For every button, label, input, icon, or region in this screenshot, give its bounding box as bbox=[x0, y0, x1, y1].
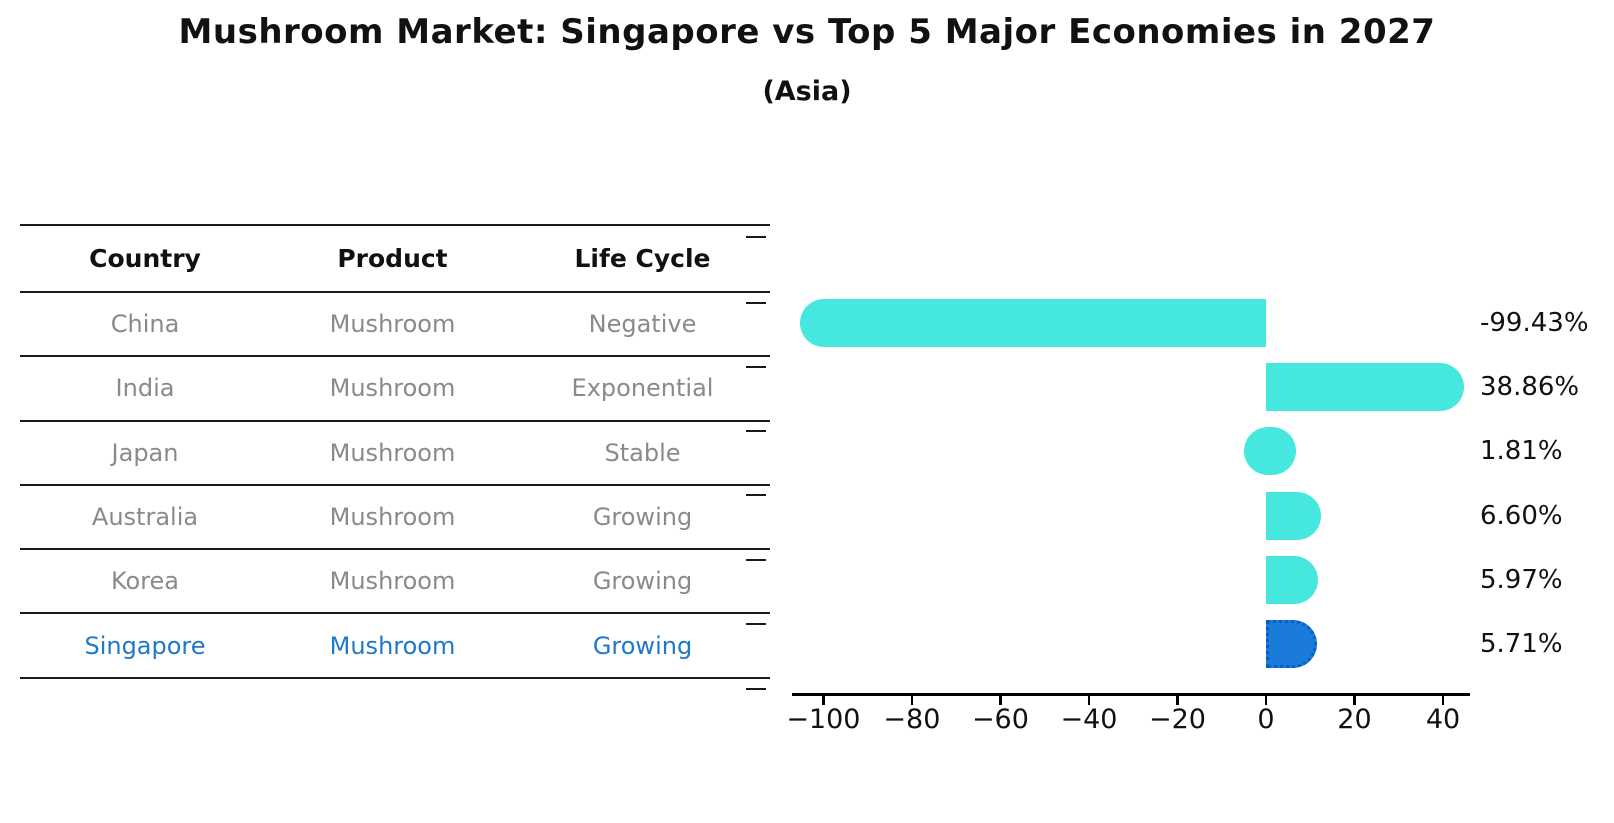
cell-product: Mushroom bbox=[329, 567, 456, 596]
bar-korea bbox=[1265, 556, 1319, 604]
table-row-australia: Australia Mushroom Growing bbox=[20, 486, 770, 551]
x-axis-tick-label-40: 40 bbox=[1425, 704, 1461, 735]
cell-lifecycle: Stable bbox=[604, 438, 681, 467]
cell-product: Mushroom bbox=[329, 438, 456, 467]
cell-lifecycle: Growing bbox=[592, 503, 693, 532]
value-label-india: 38.86% bbox=[1480, 372, 1580, 402]
y-axis-tick-2 bbox=[746, 366, 766, 368]
cell-country: Japan bbox=[111, 438, 179, 467]
y-axis-tick-7 bbox=[746, 688, 766, 690]
table-row-china: China Mushroom Negative bbox=[20, 293, 770, 358]
cell-lifecycle: Negative bbox=[588, 310, 697, 339]
cell-product: Mushroom bbox=[329, 310, 456, 339]
table-body: China Mushroom Negative India Mushroom Expone… bbox=[20, 293, 770, 679]
bar-singapore bbox=[1265, 620, 1318, 668]
x-axis-tick--20 bbox=[1176, 696, 1179, 705]
table-header-product: Product bbox=[337, 244, 448, 273]
cell-product: Mushroom bbox=[329, 631, 456, 660]
x-axis-tick--80 bbox=[910, 696, 914, 705]
table-header-row: Country Product Life Cycle bbox=[20, 226, 770, 293]
x-axis-tick-40 bbox=[1441, 696, 1445, 705]
chart-subtitle: (Asia) bbox=[762, 76, 852, 107]
x-axis-tick-0 bbox=[1264, 696, 1268, 705]
cell-product: Mushroom bbox=[329, 503, 456, 532]
bar-japan bbox=[1243, 427, 1296, 475]
cell-country: Australia bbox=[91, 503, 199, 532]
table-header-lifecycle: Life Cycle bbox=[574, 244, 711, 273]
x-axis-tick-label--60: −60 bbox=[971, 704, 1029, 735]
cell-lifecycle: Growing bbox=[592, 631, 693, 660]
y-axis-tick-6 bbox=[746, 623, 766, 625]
cell-product: Mushroom bbox=[329, 374, 456, 403]
table-row-singapore: Singapore Mushroom Growing bbox=[20, 614, 770, 679]
chart-title: Mushroom Market: Singapore vs Top 5 Majo… bbox=[178, 12, 1436, 52]
bar-australia bbox=[1265, 491, 1322, 540]
x-axis-tick-label-20: 20 bbox=[1337, 704, 1372, 735]
cell-country: Korea bbox=[110, 567, 180, 596]
value-label-singapore: 5.71% bbox=[1480, 629, 1563, 659]
x-axis-tick-label--80: −80 bbox=[883, 704, 941, 735]
x-axis-tick-label-0: 0 bbox=[1257, 704, 1275, 735]
x-axis-tick-label--20: −20 bbox=[1148, 704, 1206, 735]
value-label-australia: 6.60% bbox=[1480, 500, 1563, 531]
value-label-japan: 1.81% bbox=[1480, 436, 1563, 466]
x-axis-tick--60 bbox=[999, 696, 1002, 705]
y-axis-tick-5 bbox=[746, 559, 766, 561]
table-header-country: Country bbox=[89, 244, 201, 273]
y-axis-tick-0 bbox=[746, 236, 766, 238]
x-axis-tick--100 bbox=[822, 696, 825, 705]
cell-country: India bbox=[115, 374, 175, 403]
x-axis-tick-label--100: −100 bbox=[786, 704, 861, 735]
value-label-china: -99.43% bbox=[1480, 308, 1589, 338]
cell-country: China bbox=[110, 310, 180, 339]
cell-lifecycle: Exponential bbox=[571, 374, 714, 403]
cell-lifecycle: Growing bbox=[592, 567, 693, 596]
country-table: Country Product Life Cycle China Mushroom… bbox=[20, 224, 770, 679]
x-axis-line bbox=[792, 693, 1470, 696]
value-label-korea: 5.97% bbox=[1480, 565, 1563, 595]
y-axis-tick-1 bbox=[746, 302, 766, 304]
table-row-japan: Japan Mushroom Stable bbox=[20, 422, 770, 486]
bar-china bbox=[799, 299, 1266, 347]
x-axis-tick-label--40: −40 bbox=[1060, 704, 1118, 735]
table-row-india: India Mushroom Exponential bbox=[20, 357, 770, 422]
y-axis-tick-3 bbox=[746, 430, 766, 432]
table-row-korea: Korea Mushroom Growing bbox=[20, 550, 770, 615]
x-axis-tick--40 bbox=[1087, 696, 1091, 705]
bar-india bbox=[1265, 363, 1464, 411]
y-axis-tick-4 bbox=[746, 494, 766, 496]
x-axis-tick-20 bbox=[1353, 696, 1356, 705]
cell-country: Singapore bbox=[84, 631, 206, 660]
